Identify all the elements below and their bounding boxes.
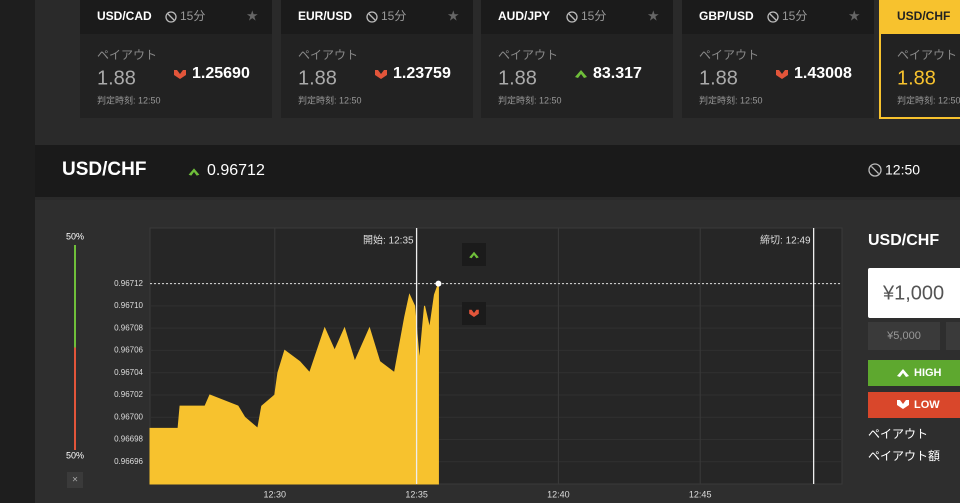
clock-icon xyxy=(167,13,175,21)
x-tick-label: 12:40 xyxy=(547,489,570,499)
y-tick-label: 0.96704 xyxy=(114,368,143,377)
favorite-star[interactable]: ★ xyxy=(447,8,460,24)
card-payout-label: ペイアウト xyxy=(298,48,358,62)
card-expiry: 判定時刻: 12:50 xyxy=(699,94,763,105)
down-arrow-icon xyxy=(776,70,788,79)
high-bar xyxy=(74,245,76,348)
side-strip xyxy=(0,0,35,503)
high-percent: 50% xyxy=(66,231,84,241)
card-expiry: 判定時刻: 12:50 xyxy=(897,94,960,105)
y-tick-label: 0.96710 xyxy=(114,301,143,310)
high-button[interactable] xyxy=(868,360,960,386)
favorite-star[interactable]: ★ xyxy=(246,8,259,24)
clock-icon xyxy=(868,163,882,177)
card-pair: USD/CHF xyxy=(897,9,950,23)
y-tick-label: 0.96702 xyxy=(114,390,143,399)
payout-label: ペイアウト xyxy=(868,427,928,441)
card-duration: 15分 xyxy=(782,9,807,23)
amount-preset-button[interactable] xyxy=(868,322,940,350)
card-price: 1.25690 xyxy=(192,65,250,82)
card-pair: GBP/USD xyxy=(699,9,754,23)
clock-icon xyxy=(870,165,880,175)
high-label: HIGH xyxy=(914,367,942,379)
favorite-star[interactable]: ★ xyxy=(848,8,861,24)
close-icon: × xyxy=(72,475,78,486)
close-button[interactable] xyxy=(67,472,83,488)
card-expiry: 判定時刻: 12:50 xyxy=(298,94,362,105)
low-percent: 50% xyxy=(66,450,84,460)
x-tick-label: 12:45 xyxy=(689,489,712,499)
card-duration: 15分 xyxy=(381,9,406,23)
amount-preset-button[interactable] xyxy=(946,322,960,350)
card-payout-label: ペイアウト xyxy=(498,48,558,62)
clock-icon xyxy=(165,11,177,23)
amount-input[interactable] xyxy=(868,268,960,318)
card-payout-label: ペイアウト xyxy=(897,48,957,62)
up-arrow-icon xyxy=(188,168,200,176)
current-point xyxy=(435,280,442,287)
y-tick-label: 0.96696 xyxy=(114,457,143,466)
low-bar xyxy=(74,347,76,450)
card-pair: USD/CAD xyxy=(97,9,152,23)
clock-icon xyxy=(769,13,777,21)
card-payout: 1.88 xyxy=(897,67,936,89)
clock-icon xyxy=(366,11,378,23)
card-duration: 15分 xyxy=(581,9,606,23)
low-button[interactable] xyxy=(868,392,960,418)
card-expiry: 判定時刻: 12:50 xyxy=(97,94,161,105)
up-arrow-icon xyxy=(575,70,587,78)
x-tick-label: 12:30 xyxy=(264,489,287,499)
y-tick-label: 0.96712 xyxy=(114,279,143,288)
card-price: 1.23759 xyxy=(393,65,451,82)
card-payout: 1.88 xyxy=(699,67,738,89)
y-tick-label: 0.96706 xyxy=(114,346,143,355)
y-tick-label: 0.96698 xyxy=(114,435,143,444)
card-pair: AUD/JPY xyxy=(498,9,550,23)
amount-preset-label: ¥5,000 xyxy=(886,330,921,342)
time-marker-label: 開始: 12:35 xyxy=(363,234,414,247)
down-arrow-icon xyxy=(897,400,909,409)
down-arrow-icon xyxy=(469,309,479,317)
clock-icon xyxy=(568,13,576,21)
clock-icon xyxy=(368,13,376,21)
card-duration: 15分 xyxy=(180,9,205,23)
x-tick-label: 12:35 xyxy=(405,489,428,499)
amount-value: ¥1,000 xyxy=(882,282,944,304)
card-payout-label: ペイアウト xyxy=(699,48,759,62)
clock-icon xyxy=(566,11,578,23)
panel-pair: USD/CHF xyxy=(868,232,939,249)
header-price: 0.96712 xyxy=(207,162,265,179)
card-payout: 1.88 xyxy=(498,67,537,89)
card-price: 83.317 xyxy=(593,65,642,82)
price-area xyxy=(149,283,439,485)
card-price: 1.43008 xyxy=(794,65,852,82)
clock-icon xyxy=(767,11,779,23)
header-expiry: 12:50 xyxy=(885,162,920,178)
header-bar xyxy=(35,145,960,197)
header-pair: USD/CHF xyxy=(62,159,146,180)
time-marker-label: 締切: 12:49 xyxy=(760,234,811,247)
up-arrow-icon xyxy=(469,251,479,259)
card-payout: 1.88 xyxy=(298,67,337,89)
down-arrow-icon xyxy=(174,70,186,79)
card-pair: EUR/USD xyxy=(298,9,352,23)
up-arrow-icon xyxy=(897,369,909,377)
card-payout: 1.88 xyxy=(97,67,136,89)
low-label: LOW xyxy=(914,399,940,411)
payout-amount-label: ペイアウト額 xyxy=(868,449,940,463)
card-expiry: 判定時刻: 12:50 xyxy=(498,94,562,105)
card-header xyxy=(881,0,960,34)
y-tick-label: 0.96700 xyxy=(114,412,143,421)
favorite-star[interactable]: ★ xyxy=(647,8,660,24)
down-arrow-icon xyxy=(375,70,387,79)
y-tick-label: 0.96708 xyxy=(114,323,143,332)
card-payout-label: ペイアウト xyxy=(97,48,157,62)
